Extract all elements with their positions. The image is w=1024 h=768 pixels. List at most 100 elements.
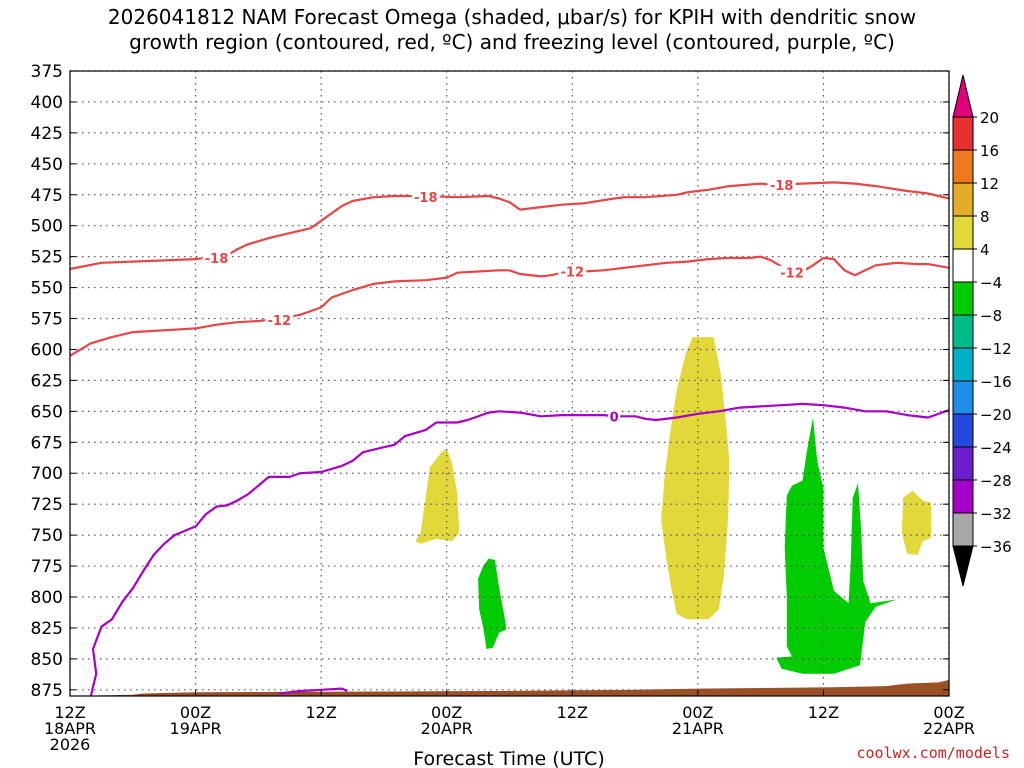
y-tick-label: 750	[31, 526, 63, 546]
x-tick-label: 22APR	[923, 719, 975, 738]
y-tick-label: 500	[31, 217, 63, 237]
contour-label-bg	[778, 265, 807, 280]
y-tick-label: 375	[31, 62, 63, 82]
omega-region-1	[415, 448, 460, 544]
y-axis-ticks: 375 400 425 450 475 500 525 550 575 600 625 650 675 7…	[31, 62, 949, 701]
x-tick-label: 12Z	[305, 703, 336, 722]
contour-label-bg	[767, 177, 796, 192]
contour-label: -18	[770, 179, 794, 194]
colorbar-label: 8	[980, 208, 990, 226]
x-tick-label: 2026	[50, 735, 91, 754]
colorbar-label: 16	[980, 142, 999, 160]
y-tick-label: 650	[31, 402, 63, 422]
source-watermark: coolwx.com/models	[856, 744, 1010, 762]
x-tick-label: 00Z	[180, 703, 211, 722]
colorbar-label: −20	[980, 406, 1012, 424]
colorbar-segment	[952, 413, 974, 448]
y-tick-label: 625	[31, 371, 63, 391]
y-tick-label: 550	[31, 279, 63, 299]
contour-line-1	[69, 181, 950, 271]
colorbar-segment	[952, 479, 974, 514]
colorbar-label: −8	[980, 307, 1002, 325]
x-tick-label: 12Z	[54, 703, 85, 722]
x-tick-label: 21APR	[672, 719, 724, 738]
colorbar-segment	[952, 512, 974, 547]
colorbar-label: 20	[980, 109, 999, 127]
colorbar-label: −32	[980, 505, 1012, 523]
contour-line-3	[89, 402, 950, 697]
y-tick-label: 425	[31, 124, 63, 144]
colorbar-segment	[952, 380, 974, 415]
contour-label-bg	[202, 250, 231, 265]
colorbar-label: −24	[980, 439, 1012, 457]
colorbar-segment	[952, 347, 974, 382]
y-tick-label: 450	[31, 155, 63, 175]
omega-colorbar: 20 16 12 8 4 −4 −8 −12 −16 −20 −24 −28 −32 −36	[952, 74, 1012, 587]
chart-title-line-1: 2026041812 NAM Forecast Omega (shaded, μ…	[107, 5, 917, 29]
colorbar-segment	[952, 314, 974, 349]
colorbar-segment	[952, 446, 974, 481]
y-tick-label: 600	[31, 340, 63, 360]
y-tick-label: 575	[31, 310, 63, 330]
contour-label: 0	[610, 410, 619, 425]
colorbar-label: −36	[980, 538, 1012, 556]
x-tick-label: 12Z	[557, 703, 588, 722]
y-tick-label: 725	[31, 495, 63, 515]
omega-region-4	[776, 417, 897, 674]
x-tick-label: 20APR	[421, 719, 473, 738]
contour-label-bg	[608, 409, 621, 424]
y-tick-label: 475	[31, 186, 63, 206]
omega-shading-layer	[415, 337, 932, 674]
omega-region-3	[661, 337, 730, 620]
colorbar-segment	[952, 281, 974, 316]
x-tick-label: 00Z	[431, 703, 462, 722]
terrain-layer	[70, 679, 949, 696]
colorbar-segment	[952, 182, 974, 217]
y-tick-label: 800	[31, 588, 63, 608]
contour-label: -18	[414, 191, 438, 206]
contour-layer: -18 -18 -18 -12 -12 -12 0	[69, 177, 950, 697]
colorbar-segment	[952, 149, 974, 184]
omega-region-5	[901, 490, 932, 555]
y-tick-label: 850	[31, 650, 63, 670]
y-tick-label: 675	[31, 433, 63, 453]
terrain-fill	[70, 679, 949, 696]
contour-label-bg	[558, 264, 587, 279]
y-tick-label: 825	[31, 619, 63, 639]
colorbar-label: 12	[980, 175, 999, 193]
y-tick-label: 775	[31, 557, 63, 577]
y-tick-label: 875	[31, 681, 63, 701]
omega-region-2	[478, 558, 507, 649]
colorbar-segment	[952, 74, 974, 118]
colorbar-label: −28	[980, 472, 1012, 490]
x-tick-label: 18APR	[44, 719, 96, 738]
contour-label-bg	[411, 190, 440, 205]
contour-label: -12	[268, 314, 292, 329]
contour-label-bg	[265, 312, 294, 327]
colorbar-segment	[952, 545, 974, 587]
contour-label: -12	[561, 265, 585, 280]
colorbar-segment	[952, 215, 974, 250]
y-tick-label: 400	[31, 93, 63, 113]
colorbar-label: 4	[980, 241, 990, 259]
contour-line-2	[69, 255, 950, 357]
colorbar-segment	[952, 248, 974, 283]
x-tick-label: 19APR	[170, 719, 222, 738]
y-tick-label: 525	[31, 248, 63, 268]
colorbar-label: −4	[980, 274, 1002, 292]
contour-label: -12	[780, 267, 804, 282]
x-tick-label: 12Z	[808, 703, 839, 722]
plot-frame	[69, 70, 950, 697]
colorbar-label: −12	[980, 340, 1012, 358]
x-tick-label: 00Z	[682, 703, 713, 722]
colorbar-segment	[952, 116, 974, 151]
chart-title-line-2: growth region (contoured, red, ºC) and f…	[129, 30, 895, 54]
contour-label: -18	[205, 252, 229, 267]
y-tick-label: 700	[31, 464, 63, 484]
x-axis-label: Forecast Time (UTC)	[413, 748, 604, 768]
x-tick-label: 00Z	[933, 703, 964, 722]
colorbar-label: −16	[980, 373, 1012, 391]
contour-line-4	[279, 687, 348, 695]
